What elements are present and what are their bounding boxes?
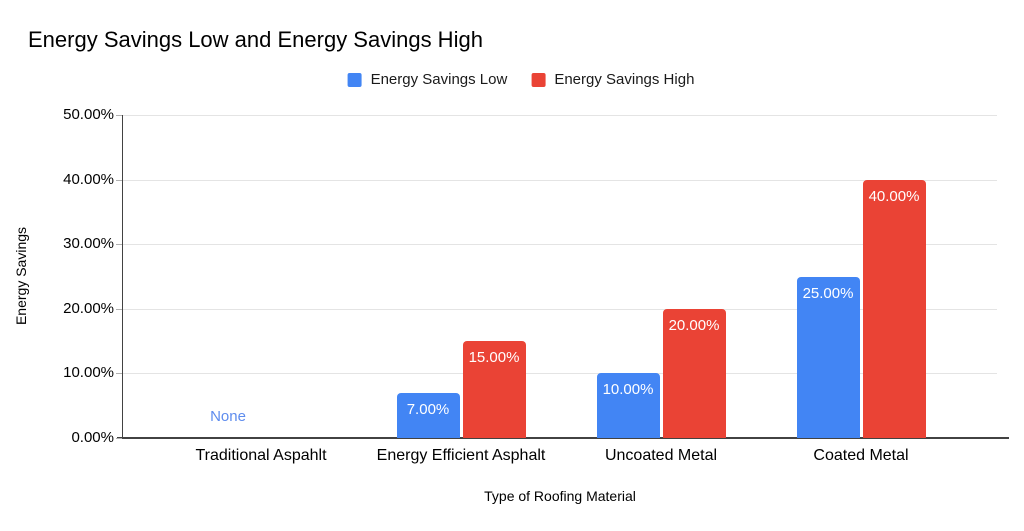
- bar-high[interactable]: 15.00%: [462, 341, 526, 438]
- plot-area: None 7.00% 10.00% 25.00% 15.00% 20.00% 40.00% T…: [116, 115, 1009, 464]
- x-axis-category-label: Coated Metal: [813, 447, 909, 464]
- y-axis-tick-label: 30.00%: [63, 235, 114, 253]
- chart-title: Energy Savings Low and Energy Savings Hi…: [28, 27, 483, 52]
- legend-label: Energy Savings High: [554, 71, 695, 88]
- bar-value-label: 15.00%: [468, 349, 520, 367]
- legend-item[interactable]: Energy Savings High: [531, 71, 694, 88]
- y-axis-tick-label: 40.00%: [63, 170, 114, 188]
- bar-value-label: 20.00%: [668, 316, 720, 334]
- bar-low[interactable]: 10.00%: [596, 373, 660, 438]
- x-axis-category-label: Traditional Aspahlt: [195, 447, 327, 464]
- y-axis-tick-label: 20.00%: [63, 299, 114, 317]
- gridline: [122, 179, 997, 181]
- y-axis-title: Energy Savings: [13, 226, 29, 326]
- y-axis-tick-mark: [116, 308, 122, 310]
- gridline: [122, 244, 997, 246]
- y-axis-tick-mark: [116, 179, 122, 181]
- x-axis-line: [117, 437, 1009, 439]
- legend-label: Energy Savings Low: [370, 71, 508, 88]
- x-axis-title: Type of Roofing Material: [484, 488, 636, 504]
- gridline: [122, 373, 997, 375]
- bar-value-label: 25.00%: [802, 284, 854, 302]
- y-axis-tick-mark: [116, 244, 122, 246]
- gridline: [122, 115, 997, 116]
- y-axis-tick-mark: [116, 373, 122, 375]
- y-axis-tick-label: 0.00%: [71, 429, 114, 446]
- y-axis-tick-mark: [116, 438, 122, 439]
- bar-value-label: 7.00%: [406, 400, 450, 418]
- null-value-label: None: [210, 408, 246, 425]
- y-axis-tick-mark: [116, 115, 122, 116]
- x-axis-category-label: Energy Efficient Asphalt: [376, 447, 546, 464]
- gridline: [122, 308, 997, 310]
- bar-low[interactable]: 7.00%: [396, 392, 460, 438]
- y-axis-tick-label: 10.00%: [63, 364, 114, 382]
- bar-value-label: 40.00%: [868, 187, 920, 205]
- bar-low[interactable]: 25.00%: [796, 276, 860, 438]
- legend-item[interactable]: Energy Savings Low: [347, 71, 508, 88]
- y-axis-tick-label: 50.00%: [63, 106, 114, 123]
- x-axis-category-label: Uncoated Metal: [604, 447, 718, 464]
- bar-high[interactable]: 40.00%: [862, 179, 926, 438]
- legend-swatch-icon: [531, 72, 546, 87]
- bar-high[interactable]: 20.00%: [662, 308, 726, 438]
- legend: Energy Savings Low Energy Savings High: [347, 71, 694, 88]
- y-axis-line: [122, 115, 123, 438]
- bar-value-label: 10.00%: [602, 381, 654, 399]
- legend-swatch-icon: [347, 72, 362, 87]
